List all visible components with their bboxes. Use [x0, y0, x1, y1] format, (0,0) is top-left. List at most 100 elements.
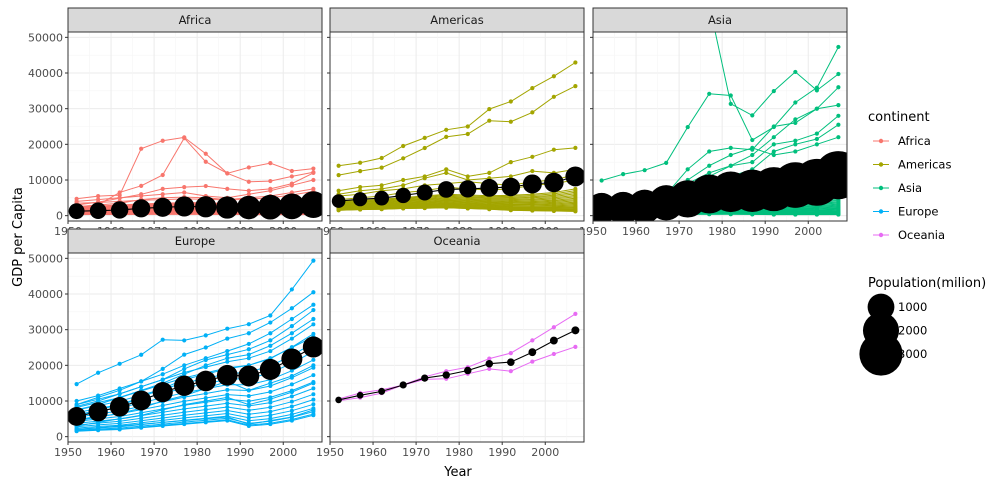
country-series-point	[530, 359, 535, 364]
country-series-point	[685, 124, 690, 130]
continent-mean-point	[399, 381, 407, 389]
continent-mean-point	[442, 371, 450, 379]
country-series-point	[311, 373, 316, 378]
legend-label: 1000	[898, 300, 927, 314]
country-series-point	[203, 345, 208, 350]
country-series-point	[311, 331, 316, 336]
country-series-line	[76, 260, 314, 385]
country-series-line	[76, 291, 314, 402]
continent-mean-point	[174, 196, 195, 217]
legend-label: Africa	[898, 134, 931, 148]
legend-size-point	[859, 332, 903, 376]
country-series-point	[401, 183, 406, 188]
country-series-point	[96, 370, 101, 375]
country-series-point	[160, 138, 165, 143]
country-series-point	[336, 163, 341, 168]
facet-panel-oceania: Oceania 1950 1960 1970 1980 1990 2000	[316, 228, 585, 459]
continent-mean-point	[378, 387, 386, 395]
country-series-point	[793, 142, 798, 147]
country-series-point	[268, 161, 273, 166]
country-series-point	[182, 413, 187, 418]
country-series-point	[246, 415, 251, 420]
country-series-point	[246, 422, 251, 427]
y-tick-label: 30000	[28, 103, 63, 116]
country-series-point	[707, 170, 712, 175]
y-axis	[327, 257, 330, 438]
country-series-point	[268, 338, 273, 343]
continent-mean-point	[302, 336, 322, 358]
continent-mean-point	[522, 174, 542, 194]
x-tick-label: 1960	[97, 446, 125, 459]
country-series-point	[664, 160, 669, 165]
x-tick-label: 1990	[226, 446, 254, 459]
country-series-point	[311, 290, 316, 295]
country-series-point	[246, 352, 251, 357]
country-series-line	[76, 403, 314, 429]
continent-mean-point	[353, 192, 368, 207]
country-series-point	[642, 168, 647, 173]
continent-mean-point	[374, 190, 390, 206]
country-series-point	[793, 69, 798, 75]
country-series-point	[182, 185, 187, 190]
legend-label: 2000	[898, 324, 927, 338]
country-series-point	[551, 94, 556, 99]
country-series-point	[268, 381, 273, 386]
continent-mean-point	[544, 172, 564, 193]
country-series-point	[246, 399, 251, 404]
country-series-point	[289, 414, 294, 420]
country-series-point	[401, 156, 406, 161]
country-series-point	[551, 74, 556, 79]
legend-population: Population(milion) 1000 2000 3000	[859, 276, 986, 376]
country-series-point	[793, 100, 798, 105]
country-series-point	[246, 322, 251, 327]
country-series-point	[160, 413, 165, 418]
country-series-point	[311, 381, 316, 386]
country-series-point	[289, 394, 294, 399]
y-axis: 0 10000 20000 30000 40000 50000	[28, 252, 68, 444]
continent-mean-point	[195, 370, 217, 392]
y-tick-label: 20000	[28, 359, 63, 372]
country-series-point	[203, 410, 208, 415]
country-series-point	[246, 347, 251, 352]
country-series-point	[117, 190, 122, 195]
country-series-point	[750, 137, 755, 143]
country-series-point	[160, 366, 165, 371]
gridlines	[67, 32, 322, 221]
country-series-point	[139, 422, 144, 427]
x-tick-label: 1980	[183, 446, 211, 459]
legend-label: Oceania	[898, 228, 945, 242]
legend-item-oceania: Oceania	[873, 228, 945, 242]
country-series-point	[707, 91, 712, 96]
country-series-point	[139, 379, 144, 384]
continent-mean-point	[416, 184, 433, 201]
legend-key-point	[878, 232, 884, 238]
country-series-point	[268, 397, 273, 402]
country-series-point	[139, 413, 144, 418]
country-series-point	[225, 171, 230, 176]
country-series-point	[551, 147, 556, 152]
country-series-point	[814, 142, 819, 147]
facet-strip-label: Americas	[430, 13, 483, 27]
country-series-point	[311, 407, 316, 413]
continent-mean-point	[485, 359, 494, 368]
country-series-point	[508, 99, 513, 104]
country-series-point	[246, 341, 251, 347]
continent-mean-point	[237, 195, 261, 220]
country-series-point	[246, 412, 251, 417]
country-series-point	[508, 160, 513, 165]
continent-mean-point	[68, 203, 85, 220]
plot-area	[68, 258, 322, 434]
country-series-point	[268, 413, 273, 418]
country-series-point	[246, 192, 251, 197]
x-tick-label: 1950	[579, 225, 607, 238]
country-series-point	[311, 316, 316, 322]
country-series-point	[139, 352, 144, 357]
y-tick-label: 0	[56, 210, 63, 223]
panel-border	[329, 252, 585, 443]
country-series-point	[289, 373, 294, 379]
country-series-point	[771, 152, 776, 158]
continent-mean-point	[506, 358, 515, 366]
country-series-point	[487, 118, 492, 123]
y-axis-title: GDP per Capita	[11, 187, 26, 287]
continent-mean-point	[259, 358, 281, 380]
